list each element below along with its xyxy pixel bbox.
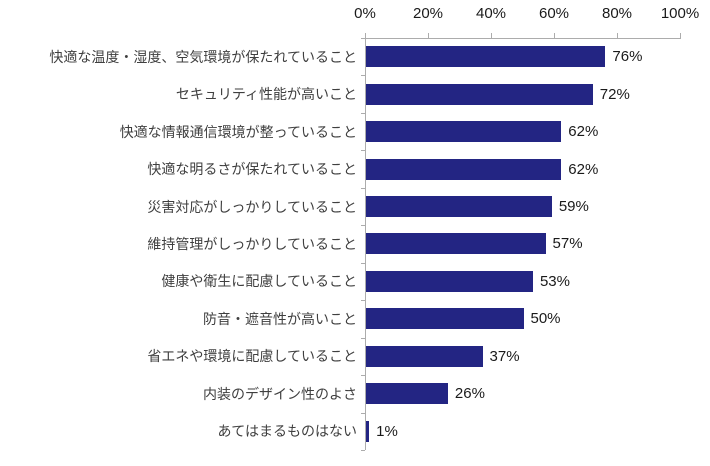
value-label: 76% <box>612 48 643 66</box>
bar-row: 快適な明るさが保たれていること 62% <box>0 150 710 187</box>
y-axis-tick-mark <box>361 75 365 76</box>
bar <box>366 233 546 255</box>
value-label: 37% <box>489 347 520 365</box>
bar-row: 防音・遮音性が高いこと 50% <box>0 300 710 337</box>
category-label: 防音・遮音性が高いこと <box>203 310 357 327</box>
x-axis-tick-mark <box>554 33 555 38</box>
category-label: 快適な温度・湿度、空気環境が保たれていること <box>49 48 357 65</box>
value-label: 57% <box>552 235 583 253</box>
x-axis-tick-label: 100% <box>660 5 700 22</box>
x-axis-tick-label: 40% <box>475 5 507 22</box>
value-label: 50% <box>530 310 561 328</box>
x-axis-tick-mark <box>680 33 681 38</box>
bar <box>366 383 448 405</box>
category-label: 健康や衛生に配慮していること <box>161 273 357 290</box>
bar-track: 1% <box>366 420 681 442</box>
category-label: 内装のデザイン性のよさ <box>203 385 357 402</box>
category-label: 省エネや環境に配慮していること <box>147 348 357 365</box>
value-label: 26% <box>454 385 485 403</box>
y-axis-tick-mark <box>361 188 365 189</box>
bar-track: 50% <box>366 308 681 330</box>
category-label: 快適な明るさが保たれていること <box>147 161 357 178</box>
bar-track: 59% <box>366 196 681 218</box>
bar-row: 快適な情報通信環境が整っていること 62% <box>0 113 710 150</box>
y-axis-tick-mark <box>361 413 365 414</box>
y-axis-tick-mark <box>361 338 365 339</box>
bar-track: 57% <box>366 233 681 255</box>
x-axis-tick-mark <box>617 33 618 38</box>
y-axis-tick-mark <box>361 150 365 151</box>
chart-rows: 快適な温度・湿度、空気環境が保たれていること 76% セキュリティ性能が高いこと 72… <box>0 38 710 450</box>
bar-row: 災害対応がしっかりしていること 59% <box>0 188 710 225</box>
bar <box>366 121 562 143</box>
y-axis-tick-mark <box>361 300 365 301</box>
category-label: 維持管理がしっかりしていること <box>147 235 357 252</box>
category-label: セキュリティ性能が高いこと <box>175 86 357 103</box>
bar <box>366 270 533 292</box>
category-label: あてはまるものはない <box>217 423 357 440</box>
value-label: 1% <box>376 422 398 440</box>
category-label: 災害対応がしっかりしていること <box>147 198 357 215</box>
bar-row: 健康や衛生に配慮していること 53% <box>0 263 710 300</box>
value-label: 62% <box>568 123 599 141</box>
bar-track: 72% <box>366 83 681 105</box>
bar-row: 維持管理がしっかりしていること 57% <box>0 225 710 262</box>
value-label: 72% <box>599 85 630 103</box>
bar <box>366 83 593 105</box>
x-axis-line <box>365 33 681 39</box>
y-axis-tick-mark <box>361 450 365 451</box>
x-axis-tick-label: 20% <box>412 5 444 22</box>
y-axis-tick-mark <box>361 375 365 376</box>
bar-track: 62% <box>366 158 681 180</box>
bar-row: 内装のデザイン性のよさ 26% <box>0 375 710 412</box>
x-axis: 0% 20% 40% 60% 80% 100% <box>354 0 699 38</box>
bar-track: 62% <box>366 121 681 143</box>
x-axis-tick-label: 60% <box>538 5 570 22</box>
bar-track: 26% <box>366 383 681 405</box>
bar-track: 53% <box>366 270 681 292</box>
y-axis-tick-mark <box>361 113 365 114</box>
y-axis-tick-mark <box>361 38 365 39</box>
y-axis-tick-mark <box>361 263 365 264</box>
value-label: 53% <box>539 272 570 290</box>
bar <box>366 46 606 68</box>
bar-track: 76% <box>366 46 681 68</box>
bar <box>366 308 524 330</box>
x-axis-tick-mark <box>365 33 366 38</box>
bar-row: 快適な温度・湿度、空気環境が保たれていること 76% <box>0 38 710 75</box>
bar-track: 37% <box>366 345 681 367</box>
x-axis-tick-mark <box>491 33 492 38</box>
bar <box>366 345 483 367</box>
bar <box>366 196 552 218</box>
value-label: 62% <box>568 160 599 178</box>
bar-row: セキュリティ性能が高いこと 72% <box>0 75 710 112</box>
x-axis-tick-label: 0% <box>354 5 376 22</box>
y-axis-tick-mark <box>361 225 365 226</box>
category-label: 快適な情報通信環境が整っていること <box>119 123 357 140</box>
x-axis-tick-label: 80% <box>601 5 633 22</box>
y-axis-line <box>361 38 366 451</box>
bar-row: 省エネや環境に配慮していること 37% <box>0 338 710 375</box>
bar <box>366 158 562 180</box>
x-axis-tick-mark <box>428 33 429 38</box>
bar <box>366 420 370 442</box>
value-label: 59% <box>558 198 589 216</box>
bar-row: あてはまるものはない 1% <box>0 413 710 450</box>
